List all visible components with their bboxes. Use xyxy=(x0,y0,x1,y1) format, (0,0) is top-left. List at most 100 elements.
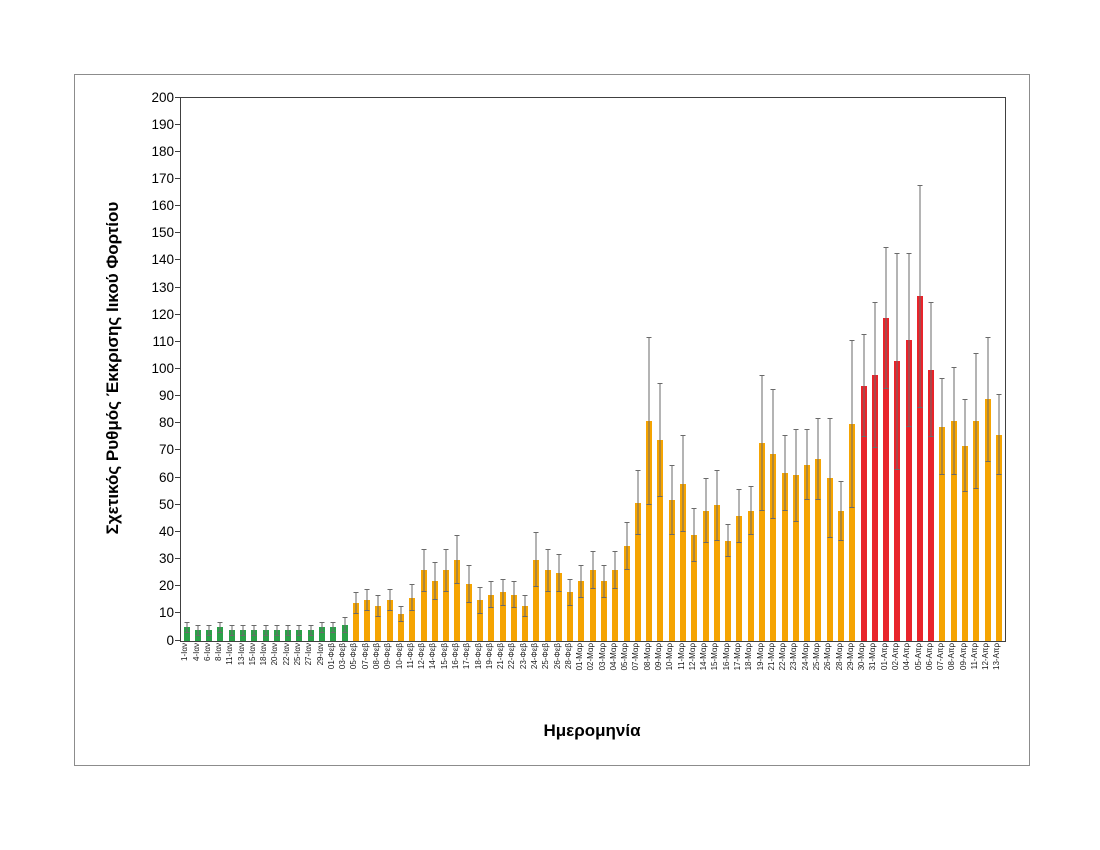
x-tick-cell: 21-Φεβ xyxy=(496,643,507,707)
error-bar xyxy=(634,469,641,536)
y-tick-label: 140 xyxy=(151,252,174,268)
x-tick-label: 25-Ιαν xyxy=(293,643,303,666)
error-bar xyxy=(240,624,247,636)
y-tick-label: 90 xyxy=(158,387,174,403)
x-tick-cell: 14-Φεβ xyxy=(428,643,439,707)
bar-slot xyxy=(971,98,982,641)
bar-slot xyxy=(204,98,215,641)
bar xyxy=(623,545,630,641)
x-tick-cell: 16-Φεβ xyxy=(451,643,462,707)
bar-slot xyxy=(903,98,914,641)
error-bar xyxy=(454,535,461,584)
bar-slot xyxy=(260,98,271,641)
bar-slot xyxy=(801,98,812,641)
error-bar xyxy=(499,578,506,606)
bar-slot xyxy=(328,98,339,641)
bar xyxy=(815,459,822,641)
bar-slot xyxy=(271,98,282,641)
bar-slot xyxy=(598,98,609,641)
x-tick-cell: 09-Φεβ xyxy=(383,643,394,707)
chart-frame: Σχετικός Ρυθμός Έκκρισης Ιικού Φορτίου 0… xyxy=(74,74,1030,766)
x-tick-label: 08-Φεβ xyxy=(372,643,382,670)
bar xyxy=(916,296,923,641)
bar-slot xyxy=(813,98,824,641)
error-bar xyxy=(837,480,844,541)
x-tick-cell: 06-Απρ xyxy=(925,643,936,707)
x-tick-label: 18-Ιαν xyxy=(259,643,269,666)
y-tick-mark xyxy=(175,639,180,641)
error-bar xyxy=(330,622,337,633)
bar-slot xyxy=(316,98,327,641)
x-tick-label: 8-Ιαν xyxy=(214,643,224,661)
bar xyxy=(578,581,585,641)
error-bar xyxy=(443,548,450,593)
error-bar xyxy=(251,624,258,636)
bar-slot xyxy=(339,98,350,641)
x-tick-cell: 05-Μαρ xyxy=(620,643,631,707)
x-tick-label: 25-Μαρ xyxy=(811,643,821,671)
bar-slot xyxy=(847,98,858,641)
bar-slot xyxy=(723,98,734,641)
bar-slot xyxy=(655,98,666,641)
bar-slot xyxy=(644,98,655,641)
y-tick-label: 30 xyxy=(158,550,174,566)
bar-slot xyxy=(440,98,451,641)
error-bar xyxy=(713,469,720,541)
error-bar xyxy=(476,586,483,614)
bar xyxy=(713,505,720,641)
bar xyxy=(691,535,698,641)
y-tick-mark xyxy=(175,476,180,478)
error-bar xyxy=(612,551,619,590)
bar-slot xyxy=(914,98,925,641)
y-tick-label: 20 xyxy=(158,577,174,593)
x-tick-label: 6-Ιαν xyxy=(202,643,212,661)
x-tick-cell: 09-Απρ xyxy=(958,643,969,707)
x-tick-label: 10-Φεβ xyxy=(394,643,404,670)
x-tick-label: 14-Μαρ xyxy=(699,643,709,671)
bar-slot xyxy=(474,98,485,641)
y-tick-label: 60 xyxy=(158,469,174,485)
bar xyxy=(319,627,326,641)
bar-slot xyxy=(519,98,530,641)
x-tick-label: 20-Ιαν xyxy=(270,643,280,666)
error-bar xyxy=(194,624,201,636)
x-tick-cell: 15-Φεβ xyxy=(439,643,450,707)
error-bar xyxy=(228,624,235,636)
bar-slot xyxy=(700,98,711,641)
y-tick-mark xyxy=(175,150,180,152)
bar xyxy=(973,421,980,641)
bar-slot xyxy=(779,98,790,641)
x-tick-cell: 31-Μαρ xyxy=(868,643,879,707)
bar xyxy=(860,385,867,641)
error-bar xyxy=(544,548,551,593)
error-bar xyxy=(736,488,743,544)
error-bar xyxy=(375,594,382,617)
error-bar xyxy=(589,551,596,590)
bar xyxy=(668,499,675,641)
error-bar xyxy=(420,548,427,593)
bar xyxy=(770,453,777,641)
error-bar xyxy=(319,622,326,633)
bar xyxy=(183,627,190,641)
x-tick-label: 11-Ιαν xyxy=(225,643,235,665)
y-tick-label: 200 xyxy=(151,89,174,105)
bar-slot xyxy=(982,98,993,641)
x-tick-cell: 11-Ιαν xyxy=(225,643,236,707)
bar xyxy=(522,605,529,641)
y-tick-mark xyxy=(175,449,180,451)
x-tick-cell: 15-Ιαν xyxy=(248,643,259,707)
x-tick-label: 01-Φεβ xyxy=(326,643,336,670)
y-tick-mark xyxy=(175,558,180,560)
x-tick-label: 22-Μαρ xyxy=(778,643,788,671)
bar xyxy=(646,421,653,641)
bar xyxy=(431,581,438,641)
x-tick-label: 19-Μαρ xyxy=(755,643,765,671)
error-bar xyxy=(296,624,303,636)
x-tick-label: 10-Μαρ xyxy=(665,643,675,671)
x-tick-cell: 13-Απρ xyxy=(992,643,1003,707)
error-bar xyxy=(680,434,687,533)
bar-slot xyxy=(463,98,474,641)
x-tick-cell: 23-Φεβ xyxy=(518,643,529,707)
x-tick-cell: 4-Ιαν xyxy=(191,643,202,707)
error-bar xyxy=(657,383,664,498)
